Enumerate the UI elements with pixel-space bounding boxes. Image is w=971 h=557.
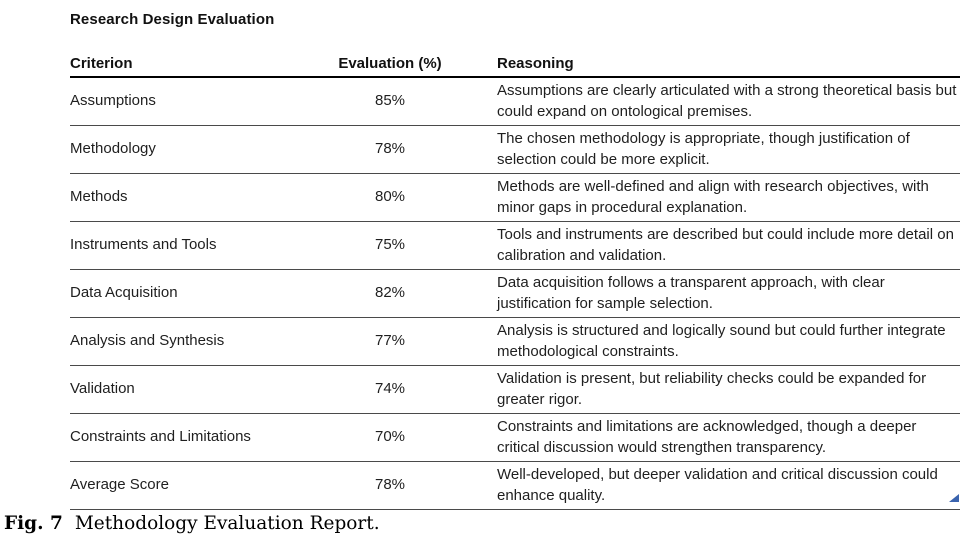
cell-criterion: Methods [70,188,128,206]
figure-caption-label: Fig. 7 [4,513,63,534]
table-row: Constraints and Limitations 70% Constrai… [70,414,960,462]
cell-criterion: Methodology [70,140,156,158]
cell-reasoning: Validation is present, but reliability c… [497,370,927,408]
cell-criterion: Data Acquisition [70,284,178,302]
table-header-row: Criterion Evaluation (%) Reasoning [70,53,960,78]
cell-evaluation: 78% [374,476,406,494]
evaluation-table: Criterion Evaluation (%) Reasoning Assum… [70,53,960,510]
cell-reasoning: Tools and instruments are described but … [497,226,954,264]
cell-criterion: Constraints and Limitations [70,428,251,446]
cell-reasoning: The chosen methodology is appropriate, t… [497,130,910,168]
table-title: Research Design Evaluation [70,11,275,28]
table-resize-handle-icon [949,494,959,502]
cell-reasoning: Data acquisition follows a transparent a… [497,274,885,312]
cell-evaluation: 80% [374,188,406,206]
cell-evaluation: 75% [374,236,406,254]
figure-caption-text: Methodology Evaluation Report. [74,513,380,534]
cell-criterion: Average Score [70,476,169,494]
table-row: Assumptions 85% Assumptions are clearly … [70,78,960,126]
cell-criterion: Analysis and Synthesis [70,332,225,350]
table-row: Analysis and Synthesis 77% Analysis is s… [70,318,960,366]
table-row: Data Acquisition 82% Data acquisition fo… [70,270,960,318]
cell-evaluation: 74% [374,380,406,398]
cell-evaluation: 82% [374,284,406,302]
column-header-reasoning: Reasoning [497,55,574,72]
column-header-criterion: Criterion [70,55,133,72]
cell-reasoning: Constraints and limitations are acknowle… [497,418,917,456]
cell-reasoning: Assumptions are clearly articulated with… [497,82,957,120]
cell-criterion: Instruments and Tools [70,236,217,254]
cell-evaluation: 85% [374,92,406,110]
cell-evaluation: 70% [374,428,406,446]
table-row: Average Score 78% Well-developed, but de… [70,462,960,510]
cell-criterion: Validation [70,380,135,398]
cell-evaluation: 78% [374,140,406,158]
table-row: Methodology 78% The chosen methodology i… [70,126,960,174]
cell-reasoning: Well-developed, but deeper validation an… [497,466,938,504]
table-row: Validation 74% Validation is present, bu… [70,366,960,414]
figure-caption: Fig. 7 Methodology Evaluation Report. [4,513,380,534]
cell-reasoning: Analysis is structured and logically sou… [497,322,946,360]
cell-reasoning: Methods are well-defined and align with … [497,178,929,216]
column-header-evaluation: Evaluation (%) [338,55,442,72]
cell-criterion: Assumptions [70,92,156,110]
cell-evaluation: 77% [374,332,406,350]
table-row: Methods 80% Methods are well-defined and… [70,174,960,222]
table-row: Instruments and Tools 75% Tools and inst… [70,222,960,270]
